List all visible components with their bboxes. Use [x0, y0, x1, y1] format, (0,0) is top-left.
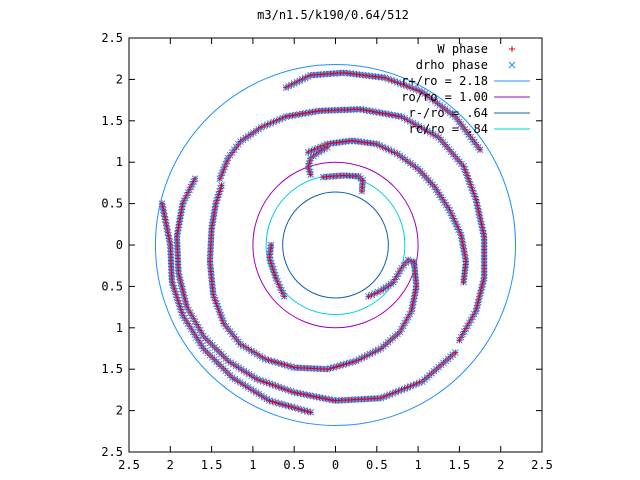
circle-r-: [282, 191, 389, 299]
w-phase-point: [286, 113, 293, 120]
y-tick-label: 1.5: [101, 362, 123, 376]
x-tick-label: 1: [249, 458, 256, 472]
w-phase-point: [456, 337, 463, 344]
legend: W phase drho phase r+/ro = 2.18 ro/ro = 1.0…: [401, 42, 530, 136]
w-phase-point: [307, 409, 314, 416]
w-phase-point: [282, 113, 289, 120]
w-phase-point: [306, 109, 313, 116]
x-tick-label: 2: [167, 458, 174, 472]
w-phase-point: [218, 182, 225, 189]
x-tick-label: 0.5: [366, 458, 388, 472]
w-phase-point: [296, 111, 303, 118]
chart-title: m3/n1.5/k190/0.64/512: [257, 8, 409, 22]
w-phase-point: [452, 349, 459, 356]
circle-r+: [154, 63, 517, 427]
legend-label: rc/ro = .84: [409, 122, 488, 136]
w-phase-point: [292, 111, 299, 118]
w-phase-point: [460, 279, 467, 286]
w-phase-point: [302, 110, 309, 117]
phase-points: [158, 46, 516, 416]
legend-label: drho phase: [416, 58, 488, 72]
w-phase-point: [299, 110, 306, 117]
drho-phase-point: [508, 61, 516, 69]
y-tick-label: 2.5: [101, 445, 123, 459]
y-tick-label: 2: [116, 72, 123, 86]
circle-rc: [265, 174, 406, 316]
reference-circles: [154, 63, 517, 427]
legend-label: r-/ro = .64: [409, 106, 488, 120]
x-tick-label: 0.5: [283, 458, 305, 472]
y-tick-label: 1.5: [101, 114, 123, 128]
axis-ticks: 2.5 2 1.5 1 0.5 0 0.5 1 1.5 2 2.52.521.510.500.511…: [101, 31, 553, 472]
x-tick-label: 1.5: [201, 458, 223, 472]
w-phase-point: [324, 144, 331, 151]
w-phase-point: [477, 146, 484, 153]
y-tick-label: 2: [116, 404, 123, 418]
w-phase-point: [312, 108, 319, 115]
legend-label: ro/ro = 1.00: [401, 90, 488, 104]
x-tick-label: 1.5: [449, 458, 471, 472]
y-tick-label: 0.5: [101, 197, 123, 211]
legend-label: W phase: [437, 42, 488, 56]
x-tick-label: 1: [414, 458, 421, 472]
w-phase-point: [509, 46, 515, 52]
y-tick-label: 0.5: [101, 279, 123, 293]
x-tick-label: 0: [332, 458, 339, 472]
y-tick-label: 2.5: [101, 31, 123, 45]
legend-label: r+/ro = 2.18: [401, 74, 488, 88]
x-tick-label: 2: [497, 458, 504, 472]
y-tick-label: 1: [116, 155, 123, 169]
x-tick-label: 2.5: [531, 458, 553, 472]
w-phase-point: [365, 293, 372, 300]
w-phase-point: [289, 112, 296, 119]
w-phase-point: [358, 188, 365, 195]
circle-ro: [252, 161, 419, 329]
y-tick-label: 1: [116, 321, 123, 335]
x-tick-label: 2.5: [118, 458, 140, 472]
w-phase-point: [309, 109, 316, 116]
y-tick-label: 0: [116, 238, 123, 252]
w-phase-point: [268, 242, 275, 248]
